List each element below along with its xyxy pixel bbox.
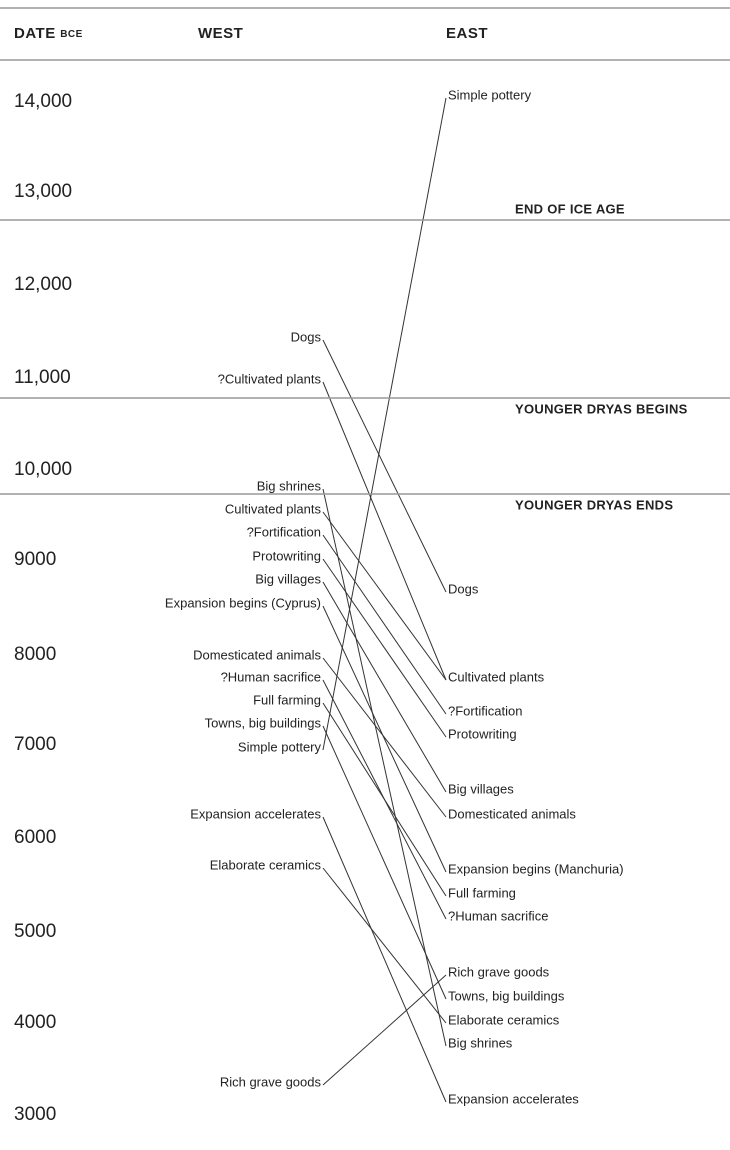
west-event: Big villages bbox=[255, 571, 321, 586]
east-event: Dogs bbox=[448, 581, 479, 596]
east-event: Simple pottery bbox=[448, 87, 532, 102]
link bbox=[322, 339, 447, 593]
link bbox=[322, 657, 447, 818]
link bbox=[322, 97, 447, 751]
west-event: Full farming bbox=[253, 692, 321, 707]
header-east: EAST bbox=[446, 25, 488, 42]
header-date: DATE BCE bbox=[14, 25, 83, 42]
west-event: Cultivated plants bbox=[225, 501, 322, 516]
link bbox=[322, 511, 447, 681]
west-event: Dogs bbox=[291, 329, 322, 344]
west-event: Expansion begins (Cyprus) bbox=[165, 595, 321, 610]
east-event: Domesticated animals bbox=[448, 806, 576, 821]
east-event: ?Human sacrifice bbox=[448, 908, 548, 923]
link bbox=[322, 816, 447, 1103]
header-west: WEST bbox=[198, 25, 243, 42]
link bbox=[322, 381, 447, 681]
link bbox=[322, 974, 447, 1086]
east-event: Big villages bbox=[448, 781, 514, 796]
link bbox=[322, 702, 447, 897]
east-event: ?Fortification bbox=[448, 703, 522, 718]
east-event: Cultivated plants bbox=[448, 669, 545, 684]
west-event: Big shrines bbox=[257, 478, 322, 493]
east-event: Big shrines bbox=[448, 1035, 513, 1050]
date-label: 11,000 bbox=[14, 367, 71, 388]
date-label: 9000 bbox=[14, 549, 56, 570]
date-label: 6000 bbox=[14, 827, 56, 848]
east-event: Rich grave goods bbox=[448, 964, 550, 979]
date-label: 10,000 bbox=[14, 459, 72, 480]
east-event: Elaborate ceramics bbox=[448, 1012, 560, 1027]
date-label: 14,000 bbox=[14, 91, 72, 112]
east-event: Expansion accelerates bbox=[448, 1091, 579, 1106]
west-event: ?Fortification bbox=[247, 524, 321, 539]
west-event: Domesticated animals bbox=[193, 647, 321, 662]
links bbox=[322, 97, 447, 1103]
date-label: 8000 bbox=[14, 644, 56, 665]
east-event: Expansion begins (Manchuria) bbox=[448, 861, 624, 876]
east-event: Full farming bbox=[448, 885, 516, 900]
east-event: Protowriting bbox=[448, 726, 517, 741]
link bbox=[322, 725, 447, 1000]
date-label: 4000 bbox=[14, 1012, 56, 1033]
date-label: 3000 bbox=[14, 1104, 56, 1125]
date-label: DATE bbox=[14, 25, 56, 42]
west-event: Rich grave goods bbox=[220, 1074, 322, 1089]
link bbox=[322, 605, 447, 873]
link bbox=[322, 867, 447, 1024]
period-label: YOUNGER DRYAS BEGINS bbox=[515, 401, 688, 416]
west-event: Towns, big buildings bbox=[205, 715, 322, 730]
period-label: YOUNGER DRYAS ENDS bbox=[515, 497, 673, 512]
link bbox=[322, 558, 447, 738]
west-event: ?Cultivated plants bbox=[218, 371, 322, 386]
west-event: Expansion accelerates bbox=[190, 806, 321, 821]
west-event: Elaborate ceramics bbox=[210, 857, 322, 872]
west-event: Simple pottery bbox=[238, 739, 322, 754]
east-event: Towns, big buildings bbox=[448, 988, 565, 1003]
west-event: ?Human sacrifice bbox=[221, 669, 321, 684]
period-label: END OF ICE AGE bbox=[515, 201, 625, 216]
link bbox=[322, 534, 447, 715]
date-label: 13,000 bbox=[14, 181, 72, 202]
link bbox=[322, 581, 447, 793]
date-label: 5000 bbox=[14, 921, 56, 942]
date-label: 12,000 bbox=[14, 274, 72, 295]
west-event: Protowriting bbox=[252, 548, 321, 563]
date-unit: BCE bbox=[60, 29, 83, 40]
date-label: 7000 bbox=[14, 734, 56, 755]
